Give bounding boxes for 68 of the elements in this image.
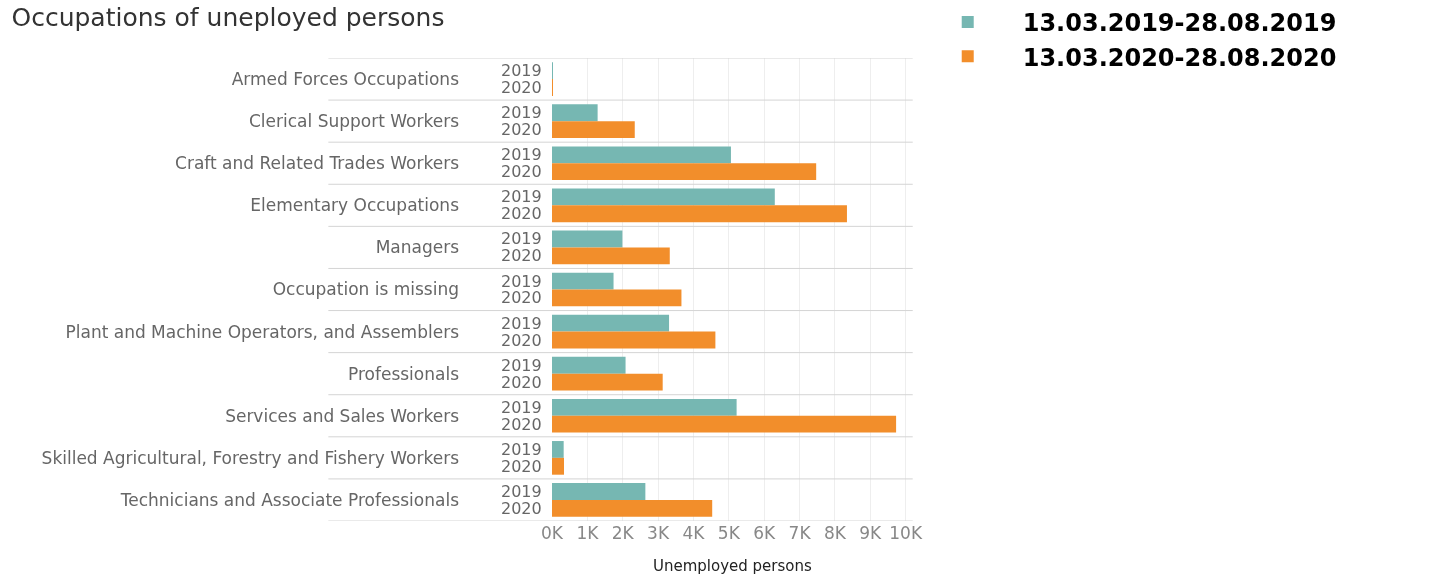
text: 2020 bbox=[501, 246, 542, 265]
text: 2019 bbox=[501, 398, 542, 417]
bar bbox=[552, 104, 598, 122]
text: 2019 bbox=[501, 187, 542, 206]
text: 2020 bbox=[501, 204, 542, 223]
x-tick-label: 4K bbox=[682, 523, 706, 543]
text: 2019 bbox=[501, 440, 542, 459]
text: 2020 bbox=[501, 288, 542, 307]
text: 2020 bbox=[501, 457, 542, 476]
bar bbox=[552, 457, 565, 475]
legend-label: 13.03.2019-28.08.2019 bbox=[1022, 9, 1337, 38]
text: 2020 bbox=[501, 331, 542, 350]
bar bbox=[552, 205, 847, 223]
bar bbox=[552, 483, 646, 500]
text: 2020 bbox=[501, 78, 542, 97]
y-tick-label: Technicians and Associate Professionals bbox=[119, 489, 460, 510]
bar bbox=[552, 398, 737, 416]
bar bbox=[552, 314, 670, 332]
y-tick-label: Elementary Occupations bbox=[250, 195, 460, 216]
x-tick-label: 8K bbox=[823, 523, 847, 543]
bar bbox=[552, 441, 564, 458]
bar bbox=[552, 272, 614, 290]
x-tick-label: 0K bbox=[541, 523, 564, 543]
text: Occupations of uneployed persons bbox=[11, 3, 445, 33]
text: 2019 bbox=[501, 272, 542, 291]
x-tick-label: 1K bbox=[576, 523, 600, 543]
bar bbox=[552, 373, 663, 391]
text: 2020 bbox=[501, 373, 542, 392]
bar bbox=[552, 356, 626, 374]
x-tick-label: 2K bbox=[611, 523, 635, 543]
x-axis-title: Unemployed persons bbox=[652, 557, 812, 575]
x-tick-label: 7K bbox=[788, 523, 812, 543]
x-tick-label: 9K bbox=[859, 523, 883, 543]
y-tick-label: Professionals bbox=[347, 363, 460, 384]
bar bbox=[552, 415, 897, 433]
text: 2019 bbox=[501, 356, 542, 375]
text: 2019 bbox=[501, 61, 542, 80]
text: 2019 bbox=[501, 229, 542, 248]
x-tick-label: 6K bbox=[753, 523, 777, 543]
y-tick-label: Managers bbox=[375, 237, 460, 258]
x-tick-label: 10K bbox=[889, 523, 923, 543]
bar bbox=[552, 230, 623, 248]
text: 2019 bbox=[501, 314, 542, 333]
y-tick-label: Plant and Machine Operators, and Assemblers bbox=[65, 321, 460, 342]
bar bbox=[552, 121, 635, 138]
text: 2019 bbox=[501, 103, 542, 122]
bar bbox=[552, 499, 713, 517]
bar bbox=[552, 331, 716, 349]
bar bbox=[552, 146, 731, 164]
bar bbox=[552, 247, 670, 265]
y-tick-label: Services and Sales Workers bbox=[225, 405, 460, 426]
text: 2019 bbox=[501, 482, 542, 501]
text: 2020 bbox=[501, 120, 542, 139]
y-tick-label: Skilled Agricultural, Forestry and Fishery Workers bbox=[41, 447, 460, 468]
x-tick-label: 3K bbox=[647, 523, 670, 543]
y-tick-label: Craft and Related Trades Workers bbox=[175, 153, 460, 174]
x-tick-label: 5K bbox=[717, 523, 741, 543]
legend-label: 13.03.2020-28.08.2020 bbox=[1022, 43, 1337, 72]
bar bbox=[552, 163, 817, 181]
text: 2020 bbox=[501, 162, 542, 181]
bar bbox=[552, 188, 775, 206]
text: 2019 bbox=[501, 145, 542, 164]
bar bbox=[552, 289, 682, 307]
y-tick-label: Occupation is missing bbox=[272, 279, 459, 300]
y-tick-label: Armed Forces Occupations bbox=[231, 69, 460, 89]
text: 2020 bbox=[501, 499, 542, 518]
y-tick-label: Clerical Support Workers bbox=[248, 111, 460, 132]
text: 2020 bbox=[501, 415, 542, 434]
